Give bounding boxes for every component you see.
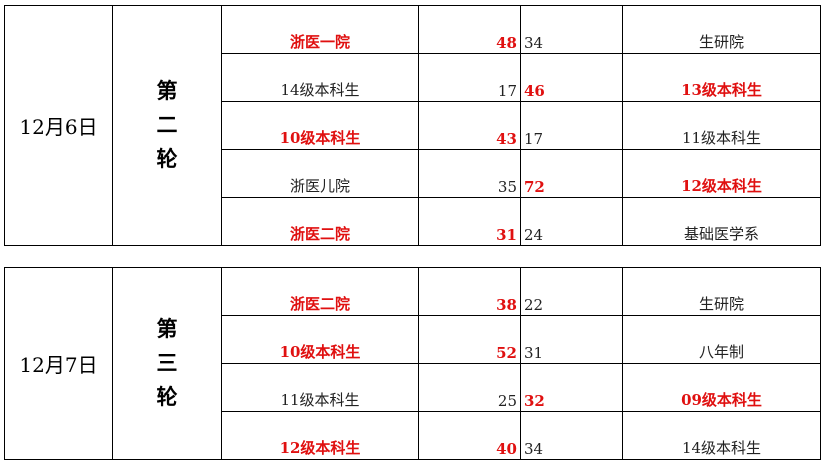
- table-row: 12月7日第三轮浙医二院 38 22 生研院: [4, 267, 821, 460]
- score-a-cell: 31: [418, 197, 521, 246]
- team-b-cell: 12级本科生: [622, 149, 821, 198]
- round-cell: 第三轮: [112, 267, 222, 460]
- score-b-cell: 34: [520, 411, 623, 460]
- team-a-cell: 浙医儿院: [221, 149, 419, 198]
- score-a-cell: 35: [418, 149, 521, 198]
- score-a-cell: 38: [418, 267, 521, 316]
- team-a-cell: 12级本科生: [221, 411, 419, 460]
- round-cell: 第二轮: [112, 5, 222, 246]
- round-label-char: 第: [156, 79, 178, 103]
- round-label-char: 轮: [156, 147, 178, 171]
- round-label-char: 二: [156, 113, 178, 137]
- team-a-cell: 11级本科生: [221, 363, 419, 412]
- date-cell: 12月7日: [4, 267, 113, 460]
- team-b-cell: 基础医学系: [622, 197, 821, 246]
- team-b-cell: 14级本科生: [622, 411, 821, 460]
- team-b-cell: 13级本科生: [622, 53, 821, 102]
- date-cell: 12月6日: [4, 5, 113, 246]
- score-b-cell: 32: [520, 363, 623, 412]
- round-label-char: 轮: [156, 385, 178, 409]
- score-b-cell: 31: [520, 315, 623, 364]
- team-b-cell: 生研院: [622, 5, 821, 54]
- score-a-cell: 43: [418, 101, 521, 150]
- team-b-cell: 生研院: [622, 267, 821, 316]
- score-b-cell: 34: [520, 5, 623, 54]
- score-a-cell: 40: [418, 411, 521, 460]
- team-a-cell: 10级本科生: [221, 101, 419, 150]
- team-a-cell: 14级本科生: [221, 53, 419, 102]
- table-row: 浙医儿院 35 72 12级本科生: [5, 149, 821, 198]
- score-a-cell: 25: [418, 363, 521, 412]
- schedule-table-round-3: 12月7日第三轮浙医二院 38 22 生研院 10级本科生 52 31 八年制 11级本科生 25…: [4, 267, 821, 460]
- team-b-cell: 八年制: [622, 315, 821, 364]
- table-row: 12级本科生 40 34 14级本科生: [5, 411, 821, 460]
- team-a-cell: 浙医一院: [221, 5, 419, 54]
- team-b-cell: 09级本科生: [622, 363, 821, 412]
- score-a-cell: 17: [418, 53, 521, 102]
- round-label-char: 第: [156, 317, 178, 341]
- table-row: 浙医二院 31 24 基础医学系: [5, 197, 821, 246]
- table-row: 12月6日第二轮浙医一院 48 34 生研院: [4, 5, 821, 246]
- team-a-cell: 浙医二院: [221, 267, 419, 316]
- score-a-cell: 52: [418, 315, 521, 364]
- score-b-cell: 72: [520, 149, 623, 198]
- table-row: 10级本科生 52 31 八年制: [5, 315, 821, 364]
- score-a-cell: 48: [418, 5, 521, 54]
- schedule-table-round-2: 12月6日第二轮浙医一院 48 34 生研院 14级本科生 17 46 13级本科生 10级本科…: [4, 5, 821, 246]
- score-b-cell: 22: [520, 267, 623, 316]
- score-b-cell: 17: [520, 101, 623, 150]
- team-b-cell: 11级本科生: [622, 101, 821, 150]
- score-b-cell: 46: [520, 53, 623, 102]
- team-a-cell: 10级本科生: [221, 315, 419, 364]
- score-b-cell: 24: [520, 197, 623, 246]
- team-a-cell: 浙医二院: [221, 197, 419, 246]
- round-label-char: 三: [156, 351, 178, 375]
